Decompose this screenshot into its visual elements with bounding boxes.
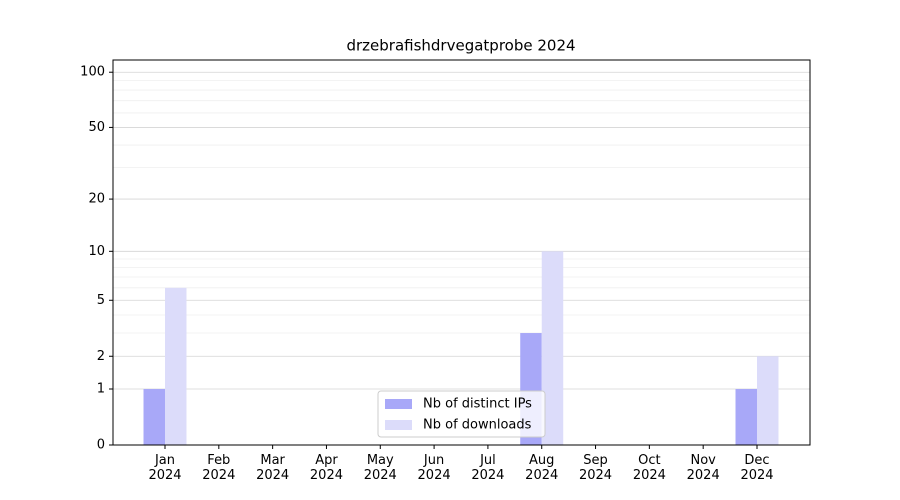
x-tick-label: Nov 2024 <box>686 453 720 483</box>
x-tick-label: Sep 2024 <box>578 453 613 483</box>
bar <box>165 287 187 445</box>
x-tick-label: May 2024 <box>363 453 397 483</box>
y-tick-label: 10 <box>88 244 105 259</box>
bar <box>143 389 165 445</box>
y-tick-label: 0 <box>97 438 105 453</box>
y-tick-label: 1 <box>97 382 105 397</box>
legend: Nb of distinct IPs Nb of downloads <box>377 390 546 438</box>
bar <box>735 389 757 445</box>
x-tick-label: Feb 2024 <box>202 453 236 483</box>
legend-label: Nb of downloads <box>423 418 532 433</box>
legend-label: Nb of distinct IPs <box>423 397 532 412</box>
x-tick-label: Jan 2024 <box>148 453 182 483</box>
bar <box>757 356 779 445</box>
y-tick-label: 5 <box>97 293 105 308</box>
x-tick-label: Dec 2024 <box>740 453 774 483</box>
x-tick-label: Jul 2024 <box>471 453 505 483</box>
x-tick-label: Jun 2024 <box>417 453 451 483</box>
chart-title: drzebrafishdrvegatprobe 2024 <box>346 37 575 55</box>
legend-swatch <box>385 420 412 430</box>
y-tick-label: 50 <box>88 120 105 135</box>
y-tick-label: 100 <box>80 65 105 80</box>
legend-box <box>377 390 546 438</box>
legend-swatch <box>385 399 412 409</box>
y-tick-label: 2 <box>97 349 105 364</box>
x-tick-label: Aug 2024 <box>525 453 559 483</box>
x-tick-label: Oct 2024 <box>632 453 666 483</box>
plot-frame <box>112 59 811 446</box>
y-tick-label: 20 <box>88 192 105 207</box>
x-tick-label: Mar 2024 <box>256 453 290 483</box>
bar <box>541 251 564 445</box>
x-tick-label: Apr 2024 <box>309 453 343 483</box>
